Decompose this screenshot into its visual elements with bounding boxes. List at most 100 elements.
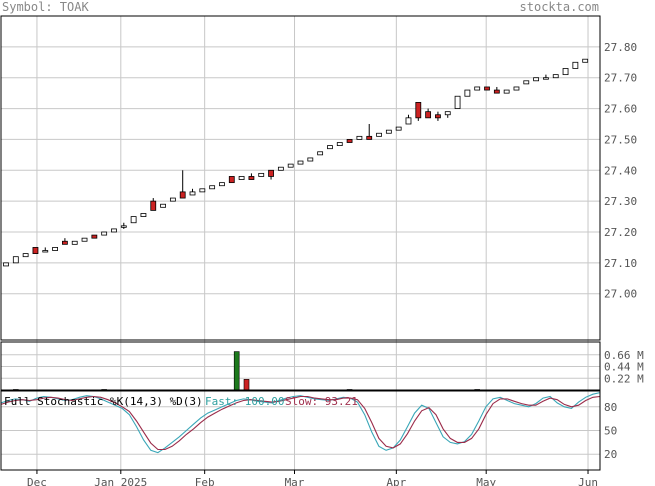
candle-body <box>415 102 422 119</box>
volume-series <box>13 351 481 391</box>
candle-body <box>552 74 559 79</box>
price-tick-label: 27.00 <box>604 288 637 301</box>
stochastic-tick-label: 20 <box>604 448 617 461</box>
chart-title: Symbol: TOAK <box>2 0 89 14</box>
candle-body <box>248 176 255 180</box>
candle-body <box>199 188 206 193</box>
price-tick-label: 27.10 <box>604 257 637 270</box>
candle-body <box>484 86 490 91</box>
candle-body <box>130 216 137 224</box>
candle-body <box>454 95 461 109</box>
price-tick-label: 27.60 <box>604 103 637 116</box>
candle-body <box>140 213 147 217</box>
candle-body <box>395 126 402 131</box>
stochastic-tick-label: 80 <box>604 401 617 414</box>
candle-body <box>562 68 569 76</box>
candle-body <box>12 256 19 264</box>
x-tick-label: Jun <box>578 476 598 486</box>
stochastic-slow-line <box>0 395 601 451</box>
x-tick-label: Feb <box>195 476 215 486</box>
price-tick-label: 27.20 <box>604 226 637 239</box>
candle-body <box>405 117 412 125</box>
stochastic-fast-line <box>0 392 601 454</box>
candle-body <box>150 200 157 211</box>
volume-bar <box>243 379 250 391</box>
panel-frame <box>0 15 601 341</box>
candle-body <box>111 228 117 233</box>
price-tick-label: 27.30 <box>604 195 637 208</box>
x-tick-label: Dec <box>27 476 47 486</box>
price-tick-label: 27.80 <box>604 41 637 54</box>
x-tick-label: May <box>476 476 496 486</box>
candle-body <box>385 129 392 134</box>
candle-body <box>120 225 127 228</box>
candle-body <box>52 247 58 251</box>
candle-body <box>32 247 39 255</box>
candle-body <box>425 111 432 119</box>
candle-body <box>238 176 245 180</box>
candle-body <box>71 240 78 245</box>
candle-body <box>435 114 441 119</box>
candle-body <box>228 176 235 184</box>
candle-body <box>81 237 88 242</box>
candle-body <box>572 61 579 69</box>
candle-body <box>356 135 363 140</box>
candle-body <box>464 89 471 97</box>
stochastic-title: Full Stochastic %K(14,3) %D(3) <box>4 395 203 408</box>
candle-body <box>160 203 166 208</box>
volume-bar <box>233 351 240 391</box>
chart-axes: 27.00 27.10 27.20 27.30 27.40 27.50 27.60 27.70… <box>0 15 644 486</box>
price-tick-label: 27.70 <box>604 72 637 85</box>
candle-body <box>493 89 500 94</box>
candle-body <box>376 132 382 137</box>
volume-tick-label: 0.44 M <box>604 361 644 374</box>
candle-body <box>258 172 265 177</box>
panel-frame <box>0 341 601 391</box>
candle-body <box>444 111 451 116</box>
candlestick-series <box>3 58 589 267</box>
candle-body <box>268 169 274 177</box>
chart-grid <box>1 16 600 470</box>
candle-body <box>307 157 314 162</box>
candle-body <box>22 253 29 258</box>
candle-body <box>582 58 589 63</box>
candle-body <box>62 240 68 245</box>
candle-body <box>366 135 373 140</box>
volume-tick-label: 0.22 M <box>604 372 644 385</box>
stochastic-tick-label: 50 <box>604 425 617 438</box>
candle-body <box>317 151 324 156</box>
candle-body <box>297 160 304 165</box>
x-tick-label: Mar <box>285 476 305 486</box>
candle-body <box>101 231 108 236</box>
candle-body <box>189 191 196 196</box>
candle-body <box>91 234 98 239</box>
candle-body <box>209 185 216 190</box>
candle-body <box>503 89 510 94</box>
candle-body <box>277 166 284 171</box>
candle-body <box>3 262 9 267</box>
price-tick-label: 27.50 <box>604 133 637 146</box>
x-tick-label: Jan 2025 <box>94 476 147 486</box>
candle-body <box>513 86 520 91</box>
stochastic-slow-label: Slow: 93.21 <box>285 395 358 408</box>
site-label: stockta.com <box>519 0 599 14</box>
volume-tick-label: 0.66 M <box>604 349 644 362</box>
candle-body <box>219 182 225 187</box>
candle-body <box>336 142 343 146</box>
stochastic-series <box>0 392 601 454</box>
panel-frame <box>0 390 601 471</box>
candle-body <box>169 197 176 202</box>
candle-body <box>327 145 333 150</box>
x-tick-label: Apr <box>386 476 406 486</box>
price-tick-label: 27.40 <box>604 164 637 177</box>
candle-body <box>474 86 481 91</box>
candle-body <box>179 191 186 199</box>
candle-body <box>533 77 539 82</box>
candle-body <box>287 163 294 168</box>
candle-body <box>543 77 549 80</box>
stochastic-fast-label: Fast: 100.00 <box>205 395 285 408</box>
candle-body <box>42 250 49 253</box>
candle-body <box>523 80 530 85</box>
candle-body <box>346 139 353 143</box>
